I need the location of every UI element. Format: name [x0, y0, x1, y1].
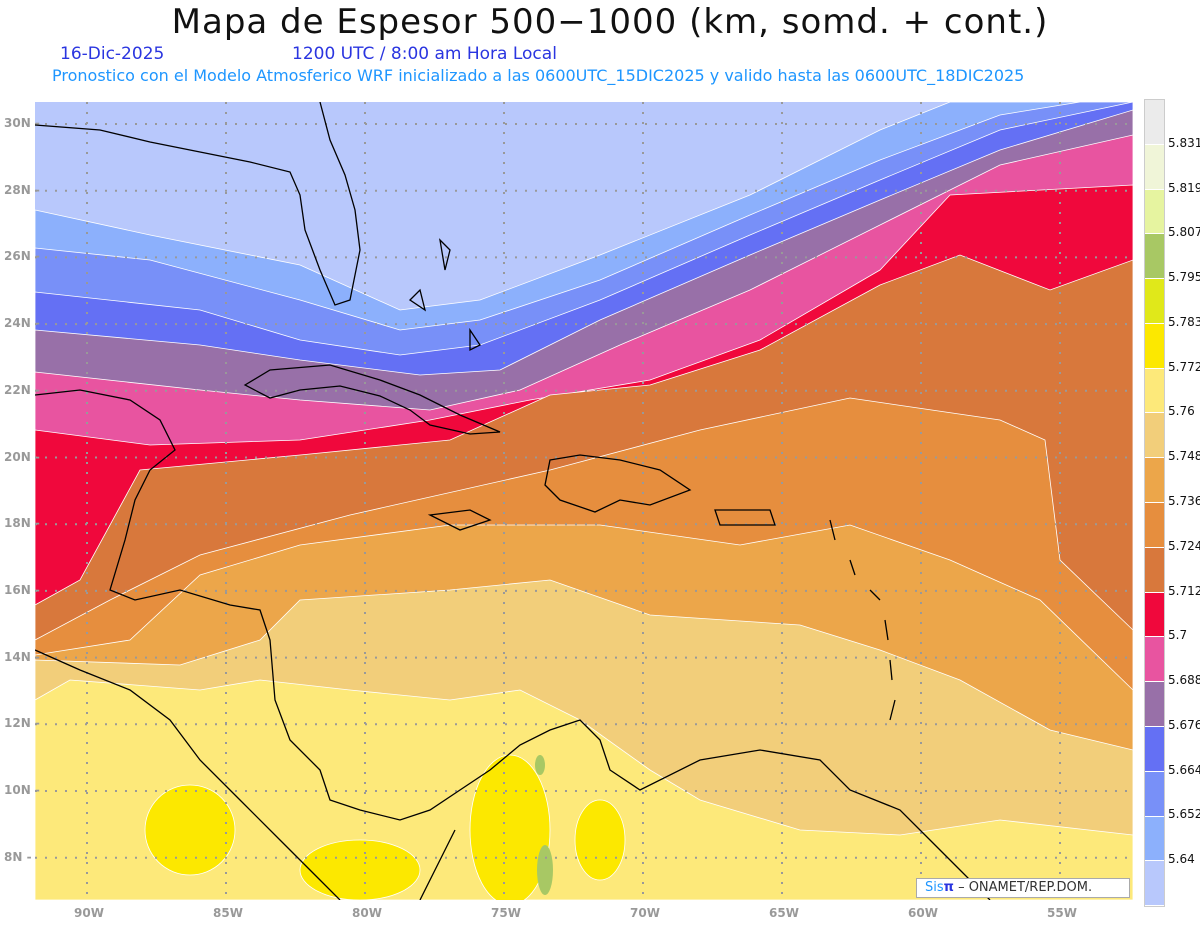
- coastlines: [35, 102, 991, 900]
- cuba-coast: [243, 364, 501, 435]
- forecast-time: 1200 UTC / 8:00 am Hora Local: [292, 44, 557, 64]
- forecast-date: 16-Dic-2025: [60, 44, 165, 64]
- colorbar-label: 5.819: [1168, 180, 1200, 195]
- lat-label: 22N -: [4, 382, 40, 397]
- thickness-map: [35, 102, 1133, 900]
- colorbar-label: 5.724: [1168, 538, 1200, 553]
- lat-label: 28N -: [4, 182, 40, 197]
- colorbar-label: 5.748: [1168, 449, 1200, 464]
- thickness-band: [35, 679, 1133, 900]
- lon-label: 55W: [1047, 906, 1077, 920]
- lon-label: 70W: [630, 906, 660, 920]
- colorbar-swatch: [1145, 547, 1164, 593]
- lon-label: 65W: [769, 906, 799, 920]
- pacific-coast: [35, 649, 456, 900]
- colorbar: [1144, 99, 1165, 907]
- colorbar-label: 5.831: [1168, 135, 1200, 150]
- colorbar-swatch: [1145, 682, 1164, 727]
- credit-box: Sisπ – ONAMET/REP.DOM.: [916, 878, 1130, 898]
- colorbar-label: 5.76: [1168, 404, 1195, 419]
- colorbar-swatch: [1145, 234, 1164, 280]
- colorbar-label: 5.772: [1168, 359, 1200, 374]
- lat-label: 8N -: [4, 849, 32, 864]
- colorbar-label: 5.652: [1168, 807, 1200, 822]
- colorbar-label: 5.795: [1168, 270, 1200, 285]
- thickness-band-patch: [537, 845, 553, 895]
- thickness-band-patch: [535, 755, 545, 775]
- colorbar-swatch: [1145, 726, 1164, 772]
- lon-label: 85W: [213, 906, 243, 920]
- colorbar-swatch: [1145, 323, 1164, 369]
- colorbar-label: 5.7: [1168, 628, 1188, 643]
- colorbar-swatch: [1145, 144, 1164, 190]
- thickness-band-patch: [469, 754, 551, 900]
- puerto-rico-coast: [714, 509, 776, 526]
- colorbar-label: 5.783: [1168, 314, 1200, 329]
- lesser-antilles: [829, 519, 896, 721]
- colorbar-swatch: [1145, 100, 1164, 145]
- lat-label: 14N -: [4, 649, 40, 664]
- colorbar-swatch: [1145, 816, 1164, 862]
- lat-label: 24N -: [4, 316, 40, 331]
- colorbar-label: 5.807: [1168, 225, 1200, 240]
- colorbar-swatch: [1145, 368, 1164, 414]
- colorbar-label: 5.64: [1168, 852, 1195, 867]
- colorbar-swatch: [1145, 637, 1164, 683]
- colorbar-swatch: [1145, 503, 1164, 548]
- lon-label: 80W: [352, 906, 382, 920]
- thickness-bands: [35, 102, 1133, 900]
- mainland-coast: [35, 389, 991, 900]
- bahamas: [408, 238, 481, 352]
- lat-label: 10N -: [4, 783, 40, 797]
- lat-label: 12N -: [4, 716, 40, 731]
- lon-label: 90W: [74, 906, 104, 920]
- thickness-band-patch: [144, 784, 236, 876]
- colorbar-swatch: [1145, 189, 1164, 235]
- thickness-band-patch: [299, 839, 421, 900]
- lat-label: 16N -: [4, 582, 40, 597]
- lat-label: 30N -: [4, 116, 40, 130]
- thickness-band-patch: [574, 799, 626, 881]
- model-subtitle: Pronostico con el Modelo Atmosferico WRF…: [52, 66, 1025, 85]
- credit-pi: π: [943, 880, 954, 895]
- colorbar-swatch: [1145, 771, 1164, 817]
- colorbar-label: 5.664: [1168, 762, 1200, 777]
- lon-label: 75W: [491, 906, 521, 920]
- colorbar-swatch: [1145, 592, 1164, 638]
- colorbar-swatch: [1145, 413, 1164, 459]
- colorbar-swatch: [1145, 279, 1164, 324]
- colorbar-label: 5.676: [1168, 717, 1200, 732]
- colorbar-label: 5.736: [1168, 494, 1200, 508]
- jamaica-coast: [427, 509, 492, 531]
- credit-text: – ONAMET/REP.DOM.: [953, 880, 1093, 895]
- credit-sis: Sis: [925, 880, 944, 895]
- colorbar-label: 5.688: [1168, 673, 1200, 688]
- map-title: Mapa de Espesor 500−1000 (km, somd. + co…: [171, 2, 1049, 42]
- lat-label: 18N -: [4, 516, 40, 531]
- colorbar-swatch: [1145, 458, 1164, 504]
- lat-label: 20N -: [4, 449, 40, 464]
- hispaniola-coast: [544, 454, 692, 513]
- colorbar-label: 5.712: [1168, 583, 1200, 598]
- lat-label: 26N -: [4, 249, 40, 264]
- florida-coast: [35, 102, 361, 306]
- lon-label: 60W: [908, 906, 938, 920]
- colorbar-swatch: [1145, 861, 1164, 907]
